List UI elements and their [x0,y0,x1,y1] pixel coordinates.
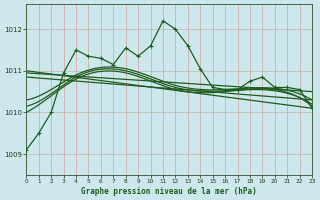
X-axis label: Graphe pression niveau de la mer (hPa): Graphe pression niveau de la mer (hPa) [81,187,257,196]
